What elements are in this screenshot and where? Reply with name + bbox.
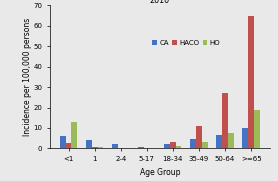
Title: Incidence of Invasive MRSA, by
Epidemiological Class and Age Group
2010: Incidence of Invasive MRSA, by Epidemiol… [85, 0, 235, 5]
Bar [98, 147, 103, 148]
Bar [71, 122, 77, 148]
Bar [60, 136, 66, 148]
Bar [176, 146, 182, 148]
Bar [242, 128, 248, 148]
Bar [170, 142, 176, 148]
Bar [196, 126, 202, 148]
Bar [138, 147, 144, 148]
Bar [66, 143, 71, 148]
Bar [112, 144, 118, 148]
Bar [228, 133, 234, 148]
Bar [164, 144, 170, 148]
Legend: CA, HACO, HO: CA, HACO, HO [152, 40, 220, 46]
Bar [216, 135, 222, 148]
Bar [254, 110, 260, 148]
Bar [92, 147, 98, 148]
Y-axis label: Incidence per 100,000 persons: Incidence per 100,000 persons [23, 18, 32, 136]
X-axis label: Age Group: Age Group [140, 168, 180, 177]
Bar [222, 93, 228, 148]
Bar [190, 139, 196, 148]
Bar [86, 140, 92, 148]
Bar [248, 16, 254, 148]
Bar [202, 142, 208, 148]
